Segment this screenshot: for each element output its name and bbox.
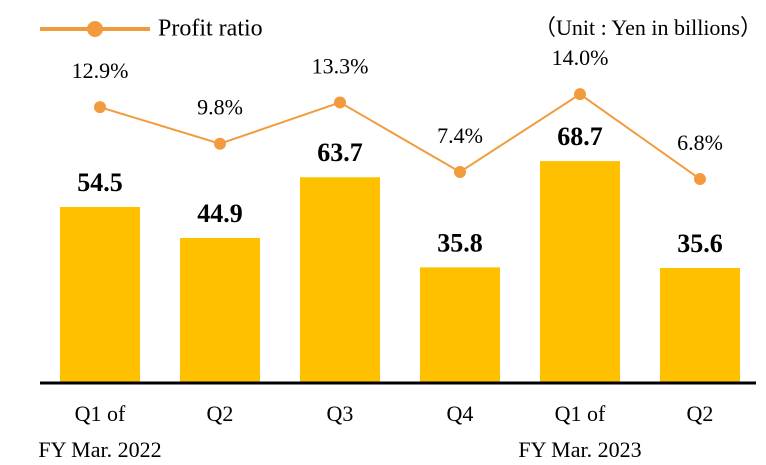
- x-tick-label: Q1 of FY Mar. 2022: [38, 401, 162, 462]
- bar-value-label: 68.7: [557, 122, 603, 151]
- line-value-label: 6.8%: [677, 130, 723, 155]
- bar-value-label: 44.9: [197, 199, 243, 228]
- line: [99, 92, 701, 180]
- line-point: [94, 101, 106, 114]
- legend-label: Profit ratio: [158, 16, 263, 42]
- line-value-label: 12.9%: [72, 58, 129, 83]
- bar: [420, 267, 500, 383]
- line-value-label: 9.8%: [197, 95, 243, 120]
- x-tick-label: Q4: [446, 401, 474, 426]
- line-value-label: 14.0%: [552, 45, 609, 70]
- line-point: [454, 165, 466, 178]
- line-point: [694, 173, 706, 186]
- line-value-label: 13.3%: [312, 53, 369, 78]
- line-value-label: 7.4%: [437, 123, 483, 148]
- x-tick-label: Q2: [686, 401, 714, 426]
- bar-value-label: 35.8: [437, 228, 483, 257]
- bar: [180, 237, 260, 383]
- x-tick-label: Q1 of FY Mar. 2023: [518, 401, 642, 462]
- bar-value-label: 63.7: [317, 138, 363, 167]
- bar: [540, 161, 620, 383]
- bar-value-label: 35.6: [677, 229, 723, 258]
- line-point: [574, 88, 586, 101]
- legend-marker: [87, 21, 103, 37]
- x-tick-label: Q2: [206, 401, 234, 426]
- bar-value-label: 54.5: [77, 168, 123, 197]
- bar: [300, 177, 380, 383]
- line-point: [214, 137, 226, 150]
- bar: [60, 206, 140, 383]
- x-tick-label: Q3: [326, 401, 354, 426]
- line-point: [334, 96, 346, 109]
- unit-note: （Unit : Yen in billions）: [534, 15, 762, 40]
- bar: [660, 268, 740, 383]
